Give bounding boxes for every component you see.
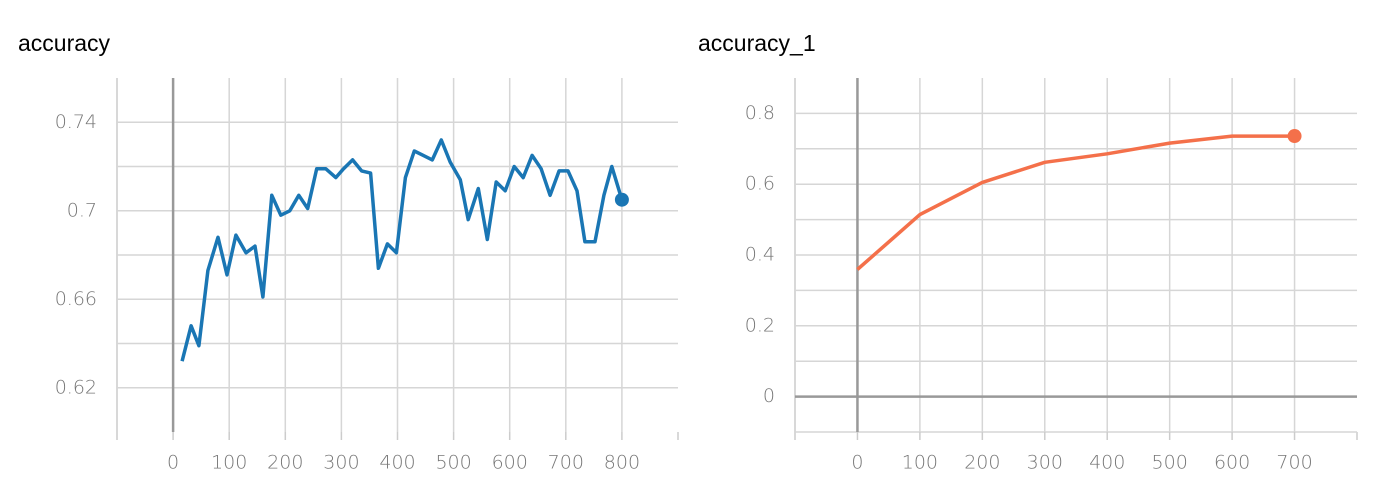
x-tick-label: 100	[902, 452, 938, 474]
x-tick-label: 600	[492, 452, 528, 474]
x-tick-label: 200	[267, 452, 303, 474]
x-tick-label: 200	[964, 452, 1000, 474]
x-tick-label: 500	[435, 452, 471, 474]
y-tick-label: 0.2	[745, 314, 775, 336]
x-tick-label: 300	[323, 452, 359, 474]
x-tick-label: 400	[379, 452, 415, 474]
x-tick-label: 400	[1089, 452, 1125, 474]
data-line	[856, 134, 1295, 271]
x-tick-label: 100	[211, 452, 247, 474]
y-tick-label: 0.4	[745, 244, 775, 266]
chart-title: accuracy	[18, 30, 111, 56]
x-tick-label: 700	[548, 452, 584, 474]
y-tick-label: 0	[763, 385, 775, 407]
x-tick-label: 600	[1214, 452, 1250, 474]
y-tick-label: 0.66	[55, 288, 97, 310]
data-line	[180, 138, 624, 362]
last-point	[1287, 129, 1302, 144]
y-tick-label: 0.62	[55, 376, 97, 398]
y-tick-label: 0.74	[55, 111, 97, 133]
y-tick-label: 0.7	[67, 199, 97, 221]
x-tick-label: 500	[1152, 452, 1188, 474]
x-tick-label: 0	[167, 452, 179, 474]
last-point	[614, 192, 629, 207]
chart-title: accuracy_1	[698, 30, 816, 56]
y-tick-label: 0.8	[745, 102, 775, 124]
x-tick-label: 800	[604, 452, 640, 474]
x-tick-label: 0	[851, 452, 863, 474]
x-tick-label: 300	[1027, 452, 1063, 474]
x-tick-label: 700	[1276, 452, 1312, 474]
y-tick-label: 0.6	[745, 173, 775, 195]
